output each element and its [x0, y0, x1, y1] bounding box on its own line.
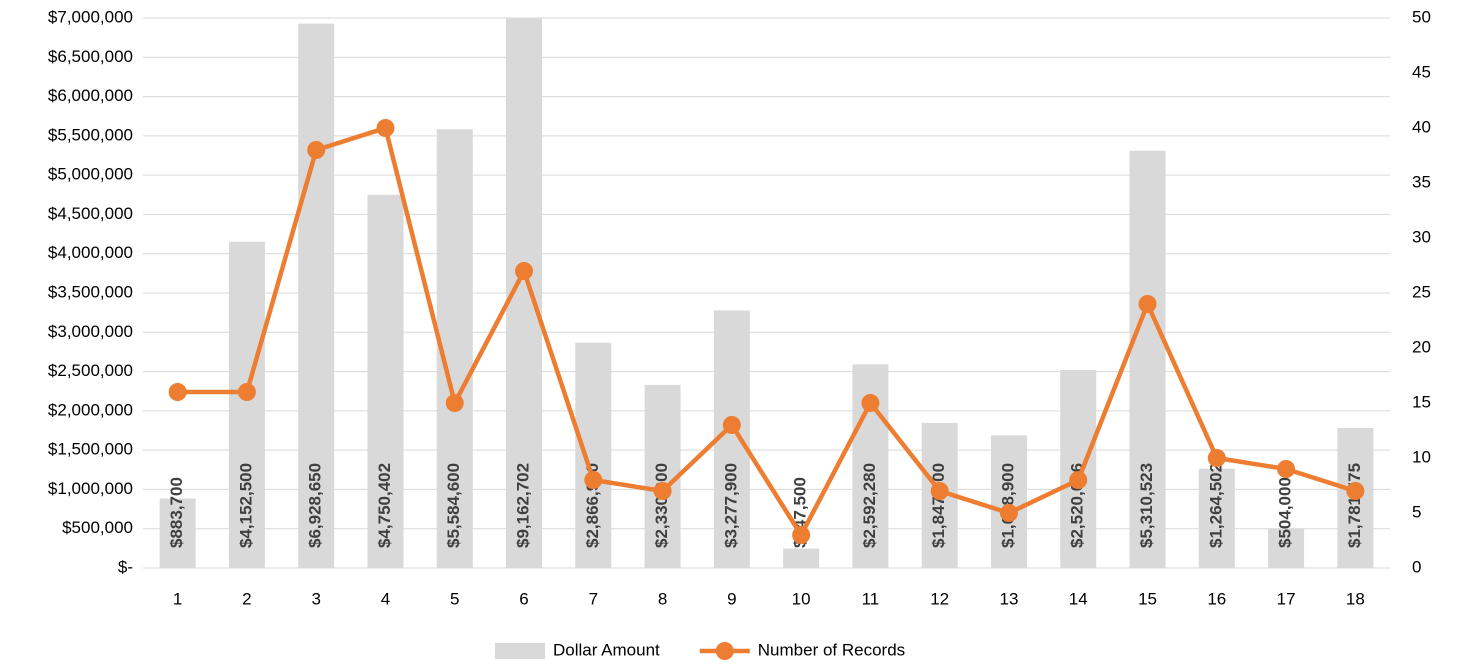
x-tick-label: 3 [311, 589, 320, 608]
y2-tick-label: 25 [1412, 282, 1431, 301]
y2-tick-label: 35 [1412, 172, 1431, 191]
y-tick-label: $5,500,000 [48, 125, 133, 144]
y2-tick-label: 45 [1412, 62, 1431, 81]
y-tick-label: $6,500,000 [48, 47, 133, 66]
marker [237, 383, 256, 401]
bar [1129, 150, 1166, 568]
y-tick-label: $2,500,000 [48, 361, 133, 380]
value-label: $2,330,000 [652, 463, 671, 548]
x-tick-label: 13 [1000, 589, 1019, 608]
value-label: $5,310,523 [1137, 463, 1156, 548]
x-tick-label: 1 [173, 589, 182, 608]
value-label: $1,781,575 [1345, 463, 1364, 548]
y2-tick-label: 15 [1412, 392, 1431, 411]
bar [1198, 468, 1235, 568]
legend-swatch [495, 643, 545, 659]
bar [159, 498, 196, 568]
y-tick-label: $4,000,000 [48, 243, 133, 262]
y2-tick-label: 0 [1412, 557, 1421, 576]
marker [1346, 482, 1365, 500]
value-label: $4,152,500 [236, 463, 255, 548]
bar [1060, 369, 1097, 568]
bar [783, 548, 820, 568]
y-tick-label: $4,500,000 [48, 204, 133, 223]
bar [367, 194, 404, 568]
legend-label: Dollar Amount [553, 640, 660, 659]
y2-tick-label: 20 [1412, 337, 1431, 356]
y-tick-label: $5,000,000 [48, 165, 133, 184]
y-tick-label: $2,000,000 [48, 400, 133, 419]
x-tick-label: 18 [1346, 589, 1365, 608]
y-tick-label: $7,000,000 [48, 7, 133, 26]
marker [168, 383, 187, 401]
value-label: $5,584,600 [444, 463, 463, 548]
marker [1138, 295, 1157, 313]
marker [999, 504, 1018, 522]
marker [1207, 449, 1226, 467]
x-tick-label: 9 [727, 589, 736, 608]
y2-tick-label: 40 [1412, 117, 1431, 136]
bar [298, 23, 335, 568]
y-tick-label: $500,000 [62, 518, 133, 537]
value-label: $6,928,650 [306, 463, 325, 548]
bar [1268, 528, 1305, 568]
x-tick-label: 12 [930, 589, 949, 608]
marker [861, 394, 880, 412]
y-tick-label: $3,000,000 [48, 322, 133, 341]
x-tick-label: 2 [242, 589, 251, 608]
y-tick-label: $3,500,000 [48, 282, 133, 301]
x-tick-label: 17 [1277, 589, 1296, 608]
marker [515, 262, 534, 280]
x-tick-label: 7 [589, 589, 598, 608]
bar [575, 342, 612, 568]
marker [1069, 471, 1088, 489]
y-tick-label: $- [118, 557, 133, 576]
marker [722, 416, 741, 434]
y-tick-label: $1,500,000 [48, 440, 133, 459]
x-tick-label: 10 [792, 589, 811, 608]
grid [143, 17, 1390, 569]
x-tick-label: 15 [1138, 589, 1157, 608]
value-label: $1,264,502 [1206, 463, 1225, 548]
y2-tick-label: 10 [1412, 447, 1431, 466]
x-tick-label: 4 [381, 589, 390, 608]
legend-swatch [715, 642, 734, 660]
y2-tick-label: 50 [1412, 7, 1431, 26]
value-label: $2,592,280 [860, 463, 879, 548]
y-tick-label: $1,000,000 [48, 479, 133, 498]
value-label: $9,162,702 [514, 463, 533, 548]
marker [792, 526, 811, 544]
marker [653, 482, 672, 500]
bar [990, 435, 1027, 568]
marker [930, 482, 949, 500]
x-tick-label: 8 [658, 589, 667, 608]
value-label: $883,700 [167, 477, 186, 548]
overlay: $- $500,000 $1,000,000 $1,500,000 $2,000,000… [48, 7, 1431, 660]
marker [584, 471, 603, 489]
value-label: $504,000 [1276, 477, 1295, 548]
y-tick-label: $6,000,000 [48, 86, 133, 105]
y2-tick-label: 30 [1412, 227, 1431, 246]
x-tick-label: 5 [450, 589, 459, 608]
x-tick-label: 16 [1207, 589, 1226, 608]
x-tick-label: 6 [519, 589, 528, 608]
marker [1277, 460, 1296, 478]
x-tick-label: 11 [862, 589, 880, 608]
bar [228, 241, 265, 568]
x-tick-label: 14 [1069, 589, 1088, 608]
marker [307, 141, 326, 159]
marker [445, 394, 464, 412]
legend-label: Number of Records [758, 640, 905, 659]
value-label: $3,277,900 [721, 463, 740, 548]
line [177, 125, 1357, 538]
value-label: $4,750,402 [375, 463, 394, 548]
value-label: $1,847,000 [929, 463, 948, 548]
marker [376, 119, 395, 137]
y2-tick-label: 5 [1412, 502, 1421, 521]
